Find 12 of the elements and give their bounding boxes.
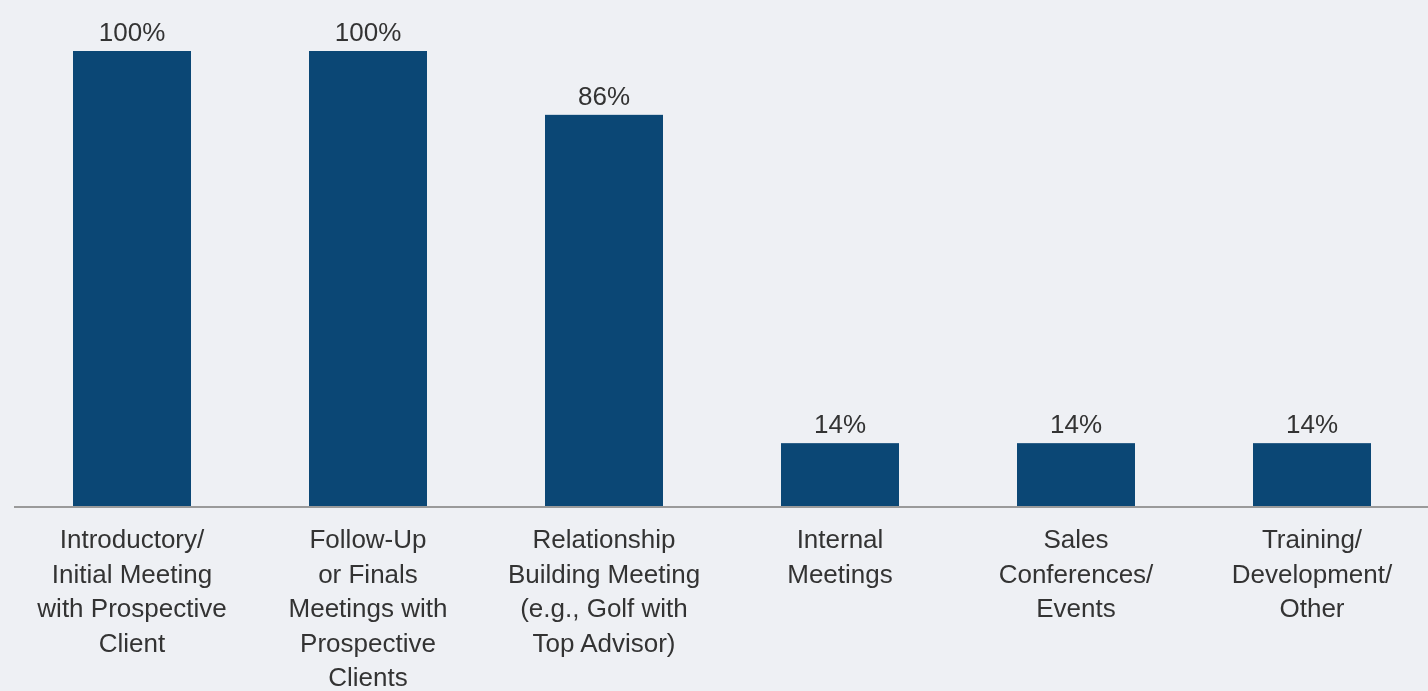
data-label: 14% xyxy=(1049,409,1103,440)
data-label: 14% xyxy=(813,409,867,440)
x-tick-label: Internal Meetings xyxy=(787,524,893,589)
x-tick-label: Relationship Building Meeting (e.g., Golf with Top Advisor) xyxy=(507,524,701,658)
x-tick-label: Training/ Development/ Other xyxy=(1231,524,1393,623)
data-label: 14% xyxy=(1285,409,1339,440)
data-label: 100% xyxy=(98,17,166,47)
data-label: 86% xyxy=(577,80,631,111)
x-tick-label: Introductory/ Initial Meeting with Prospective Client xyxy=(36,524,227,658)
x-tick-label: Sales Conferences/ Events xyxy=(998,524,1155,623)
x-tick-label: Follow-Up or Finals Meetings with Prospective Clients xyxy=(288,524,448,691)
data-label: 100% xyxy=(334,17,402,47)
